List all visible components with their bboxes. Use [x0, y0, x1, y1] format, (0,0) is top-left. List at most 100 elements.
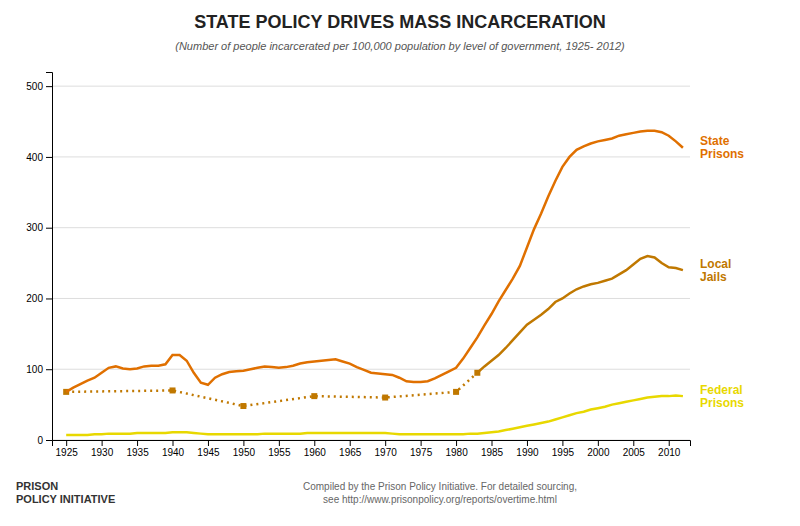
series-label: FederalPrisons [700, 383, 744, 410]
x-tick-label: 1925 [56, 447, 79, 458]
grid-line [52, 369, 690, 370]
subtitle: (Number of people incarcerated per 100,0… [175, 40, 625, 52]
text-line: Prisons [700, 147, 744, 161]
x-tick-label: 1975 [410, 447, 433, 458]
y-tick-mark [46, 369, 52, 370]
x-tick-mark [314, 440, 315, 446]
x-tick: 1995 [552, 440, 575, 458]
x-tick: 2000 [587, 440, 610, 458]
x-tick-label: 1940 [162, 447, 185, 458]
x-tick-label: 1995 [552, 447, 575, 458]
y-tick: 200 [26, 293, 52, 304]
y-tick-mark [46, 298, 52, 299]
grid-line [52, 298, 690, 299]
y-tick-mark [46, 86, 52, 87]
x-axis-line [53, 441, 691, 447]
x-tick: 1990 [516, 440, 539, 458]
y-axis: 0100200300400500 [26, 73, 52, 446]
x-tick-mark [350, 440, 351, 446]
y-tick-mark [46, 157, 52, 158]
x-tick: 1970 [375, 440, 398, 458]
x-tick: 1960 [304, 440, 327, 458]
x-tick: 1945 [197, 440, 220, 458]
series-line [66, 395, 683, 435]
series-label: StatePrisons [700, 134, 744, 161]
y-tick: 100 [26, 364, 52, 375]
x-tick: 1965 [339, 440, 362, 458]
x-tick-mark [456, 440, 457, 446]
logo: PRISONPOLICY INITIATIVE [16, 480, 115, 505]
series-label: LocalJails [700, 257, 731, 284]
x-tick-mark [102, 440, 103, 446]
plot-area [63, 131, 683, 435]
x-tick-mark [562, 440, 563, 446]
text-line: State [700, 134, 730, 148]
x-axis: 1925 1930 1935 1940 1945 1950 1955 1960 1965 1970… [53, 440, 691, 458]
title: STATE POLICY DRIVES MASS INCARCERATION [194, 12, 606, 32]
text-line: Prisons [700, 396, 744, 410]
y-axis-line [46, 73, 53, 441]
y-tick-label: 400 [26, 152, 43, 163]
text-line: see http://www.prisonpolicy.org/reports/… [323, 494, 557, 505]
x-tick: 1950 [233, 440, 256, 458]
text-line: PRISON [16, 480, 58, 492]
x-tick: 2005 [623, 440, 646, 458]
series-marker [240, 403, 246, 409]
x-tick-label: 1930 [91, 447, 114, 458]
x-tick-label: 1935 [126, 447, 149, 458]
y-tick-label: 200 [26, 293, 43, 304]
x-tick-label: 1985 [481, 447, 504, 458]
y-tick-mark [46, 228, 52, 229]
series-marker [170, 387, 176, 393]
x-tick: 1955 [268, 440, 291, 458]
series-line [66, 131, 683, 392]
grid-line [52, 227, 690, 228]
x-tick-mark [385, 440, 386, 446]
x-tick-label: 1990 [516, 447, 539, 458]
annotations: Compiled by the Prison Policy Initiative… [16, 480, 577, 505]
y-tick: 0 [37, 435, 52, 446]
series-line [66, 373, 477, 406]
x-tick-label: 2005 [623, 447, 646, 458]
x-tick: 1930 [91, 440, 114, 458]
x-tick-label: 1955 [268, 447, 291, 458]
y-tick-label: 100 [26, 364, 43, 375]
x-tick-label: 1980 [445, 447, 468, 458]
x-tick-label: 1970 [375, 447, 398, 458]
x-tick-mark [598, 440, 599, 446]
x-tick-mark [492, 440, 493, 446]
text-line: Federal [700, 383, 743, 397]
series [66, 131, 683, 392]
x-tick-label: 2000 [587, 447, 610, 458]
text-line: POLICY INITIATIVE [16, 493, 115, 505]
series-marker [453, 389, 459, 395]
x-tick: 1925 [56, 440, 79, 458]
series-labels: FederalPrisonsLocalJailsStatePrisons [700, 134, 744, 409]
text-line: Jails [700, 270, 727, 284]
chart: STATE POLICY DRIVES MASS INCARCERATION (N… [0, 0, 800, 526]
x-tick-label: 1965 [339, 447, 362, 458]
x-tick: 1985 [481, 440, 504, 458]
x-tick-label: 2010 [658, 447, 681, 458]
series-line [477, 256, 683, 373]
x-tick-label: 1945 [197, 447, 220, 458]
y-tick: 400 [26, 152, 52, 163]
x-tick: 1980 [445, 440, 468, 458]
series-marker [382, 395, 388, 401]
x-tick-mark [243, 440, 244, 446]
y-tick-mark [46, 440, 52, 441]
y-tick-label: 0 [37, 435, 43, 446]
x-tick: 1975 [410, 440, 433, 458]
x-tick-label: 1950 [233, 447, 256, 458]
grid [52, 86, 690, 440]
text-line: Local [700, 257, 731, 271]
text-line: Compiled by the Prison Policy Initiative… [303, 481, 577, 492]
x-tick-mark [66, 440, 67, 446]
series [63, 370, 480, 409]
y-tick: 500 [26, 81, 52, 92]
footer: Compiled by the Prison Policy Initiative… [303, 481, 577, 505]
series [66, 395, 683, 435]
x-tick-mark [173, 440, 174, 446]
x-tick-mark [137, 440, 138, 446]
x-tick-mark [208, 440, 209, 446]
